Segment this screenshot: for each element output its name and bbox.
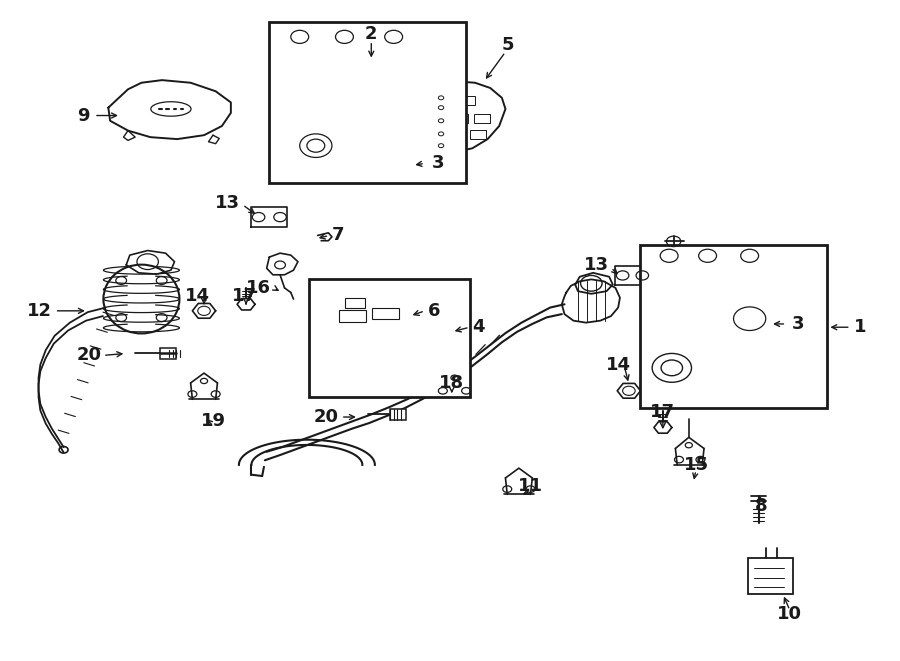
Bar	[269, 22, 466, 183]
Bar	[160, 348, 176, 359]
Text: 6: 6	[428, 302, 440, 320]
Text: 12: 12	[27, 302, 52, 320]
Bar	[309, 280, 470, 397]
Bar	[339, 310, 366, 322]
Text: 13: 13	[584, 256, 609, 274]
Bar	[474, 114, 490, 123]
Bar	[448, 130, 464, 139]
Text: 9: 9	[77, 106, 89, 124]
Text: 1: 1	[854, 318, 867, 336]
Bar	[428, 114, 444, 123]
Bar	[470, 130, 486, 139]
Bar	[425, 130, 441, 139]
Bar	[748, 558, 793, 594]
Text: 10: 10	[778, 605, 803, 623]
Bar	[436, 96, 453, 105]
Text: 20: 20	[76, 346, 101, 364]
Text: 18: 18	[439, 374, 464, 392]
Bar	[640, 245, 827, 408]
Text: 4: 4	[472, 318, 485, 336]
Bar	[373, 307, 399, 319]
Text: 14: 14	[185, 287, 211, 305]
Text: 2: 2	[365, 25, 377, 43]
Bar	[428, 146, 444, 155]
Text: 20: 20	[313, 408, 338, 426]
Text: 5: 5	[502, 36, 515, 54]
Bar	[390, 409, 406, 420]
Text: 3: 3	[792, 315, 805, 333]
Text: 17: 17	[651, 403, 675, 422]
Bar	[346, 298, 365, 307]
Text: 13: 13	[215, 194, 239, 212]
Bar	[459, 96, 475, 105]
Bar	[450, 146, 466, 155]
Text: 15: 15	[683, 456, 708, 474]
Bar	[452, 114, 468, 123]
Text: 17: 17	[232, 287, 256, 305]
Text: 8: 8	[755, 497, 768, 515]
Text: 11: 11	[518, 477, 543, 496]
Text: 3: 3	[432, 155, 445, 173]
Text: 14: 14	[606, 356, 631, 373]
Text: 16: 16	[246, 279, 271, 297]
Text: 19: 19	[201, 412, 226, 430]
Text: 7: 7	[332, 227, 345, 245]
